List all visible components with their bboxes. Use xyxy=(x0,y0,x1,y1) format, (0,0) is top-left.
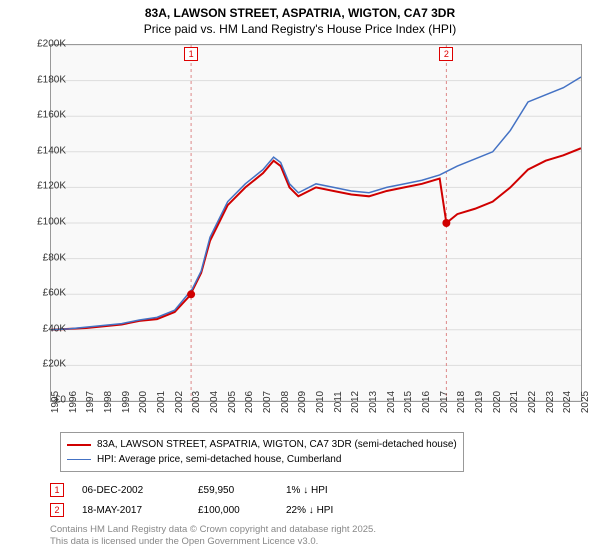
x-axis-label: 2001 xyxy=(156,391,167,413)
y-axis-label: £100K xyxy=(22,217,66,228)
x-axis-label: 1997 xyxy=(85,391,96,413)
tx-diff: 22% ↓ HPI xyxy=(286,505,386,516)
tx-marker-icon: 1 xyxy=(50,483,64,497)
tx-date: 18-MAY-2017 xyxy=(82,505,180,516)
x-axis-label: 1995 xyxy=(50,391,61,413)
legend-label-property: 83A, LAWSON STREET, ASPATRIA, WIGTON, CA… xyxy=(97,437,457,452)
x-axis-label: 2010 xyxy=(315,391,326,413)
x-axis-label: 2013 xyxy=(368,391,379,413)
tx-price: £59,950 xyxy=(198,485,268,496)
chart-subtitle: Price paid vs. HM Land Registry's House … xyxy=(0,22,600,38)
x-axis-label: 2003 xyxy=(191,391,202,413)
y-axis-label: £200K xyxy=(22,39,66,50)
x-axis-label: 2009 xyxy=(297,391,308,413)
x-axis-label: 2018 xyxy=(456,391,467,413)
y-axis-label: £180K xyxy=(22,74,66,85)
y-axis-label: £140K xyxy=(22,145,66,156)
x-axis-label: 2008 xyxy=(280,391,291,413)
x-axis-label: 2016 xyxy=(421,391,432,413)
x-axis-label: 2017 xyxy=(439,391,450,413)
x-axis-label: 2002 xyxy=(174,391,185,413)
y-axis-label: £40K xyxy=(22,323,66,334)
footer-text: Contains HM Land Registry data © Crown c… xyxy=(50,524,376,549)
x-axis-label: 1999 xyxy=(121,391,132,413)
chart-container: 83A, LAWSON STREET, ASPATRIA, WIGTON, CA… xyxy=(0,0,600,560)
x-axis-label: 2021 xyxy=(509,391,520,413)
chart-title: 83A, LAWSON STREET, ASPATRIA, WIGTON, CA… xyxy=(0,0,600,22)
y-axis-label: £80K xyxy=(22,252,66,263)
y-axis-label: £160K xyxy=(22,110,66,121)
legend-box: 83A, LAWSON STREET, ASPATRIA, WIGTON, CA… xyxy=(60,432,464,472)
chart-svg xyxy=(51,45,581,401)
x-axis-label: 2024 xyxy=(562,391,573,413)
x-axis-label: 1996 xyxy=(68,391,79,413)
tx-price: £100,000 xyxy=(198,505,268,516)
transaction-table: 1 06-DEC-2002 £59,950 1% ↓ HPI 2 18-MAY-… xyxy=(50,480,386,520)
x-axis-label: 2005 xyxy=(227,391,238,413)
legend-label-hpi: HPI: Average price, semi-detached house,… xyxy=(97,452,341,467)
x-axis-label: 2006 xyxy=(244,391,255,413)
footer-line1: Contains HM Land Registry data © Crown c… xyxy=(50,524,376,536)
x-axis-label: 2004 xyxy=(209,391,220,413)
x-axis-label: 2023 xyxy=(545,391,556,413)
x-axis-label: 2015 xyxy=(403,391,414,413)
x-axis-label: 2025 xyxy=(580,391,591,413)
y-axis-label: £60K xyxy=(22,288,66,299)
x-axis-label: 2011 xyxy=(333,391,344,413)
transaction-row: 2 18-MAY-2017 £100,000 22% ↓ HPI xyxy=(50,500,386,520)
x-axis-label: 2000 xyxy=(138,391,149,413)
plot-area: 12 xyxy=(50,44,582,402)
x-axis-label: 2019 xyxy=(474,391,485,413)
x-axis-label: 2012 xyxy=(350,391,361,413)
transaction-row: 1 06-DEC-2002 £59,950 1% ↓ HPI xyxy=(50,480,386,500)
y-axis-label: £20K xyxy=(22,359,66,370)
series-line-hpi xyxy=(51,77,581,330)
y-axis-label: £120K xyxy=(22,181,66,192)
footer-line2: This data is licensed under the Open Gov… xyxy=(50,536,376,548)
tx-date: 06-DEC-2002 xyxy=(82,485,180,496)
x-axis-label: 2007 xyxy=(262,391,273,413)
legend-item-property: 83A, LAWSON STREET, ASPATRIA, WIGTON, CA… xyxy=(67,437,457,452)
series-line-property xyxy=(51,148,581,330)
sale-marker-icon: 2 xyxy=(439,47,453,61)
x-axis-label: 2022 xyxy=(527,391,538,413)
legend-item-hpi: HPI: Average price, semi-detached house,… xyxy=(67,452,457,467)
x-axis-label: 1998 xyxy=(103,391,114,413)
x-axis-label: 2020 xyxy=(492,391,503,413)
tx-marker-icon: 2 xyxy=(50,503,64,517)
tx-diff: 1% ↓ HPI xyxy=(286,485,386,496)
sale-marker-icon: 1 xyxy=(184,47,198,61)
legend-swatch-hpi xyxy=(67,459,91,460)
x-axis-label: 2014 xyxy=(386,391,397,413)
legend-swatch-property xyxy=(67,444,91,446)
